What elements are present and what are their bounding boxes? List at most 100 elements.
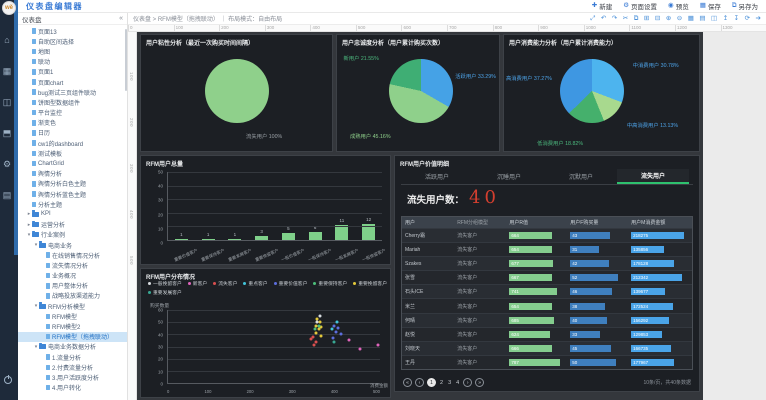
- prev-page-button[interactable]: ‹: [415, 378, 424, 387]
- legend-item[interactable]: 新客户: [187, 280, 207, 287]
- bar[interactable]: 5: [281, 226, 295, 240]
- page-settings-button[interactable]: ⚙ 页面设置: [623, 1, 657, 11]
- sidebar-item[interactable]: 页面1: [18, 67, 127, 77]
- expand-arrow-icon[interactable]: ▸: [27, 221, 31, 228]
- expand-arrow-icon[interactable]: ▾: [34, 343, 38, 350]
- legend-item[interactable]: 重点客户: [243, 280, 268, 287]
- table-row[interactable]: 米兰 流失客户 654 38 172524: [402, 298, 692, 313]
- table-row[interactable]: 石头ICE 流失客户 741 46 139677: [402, 284, 692, 299]
- sidebar-item[interactable]: ▾ 电商业务: [18, 240, 127, 250]
- cut-icon[interactable]: ✂: [622, 15, 629, 22]
- collapse-sidebar-icon[interactable]: «: [119, 15, 123, 22]
- sidebar-item[interactable]: 平台监控: [18, 108, 127, 118]
- legend-item[interactable]: 重要保持客户: [313, 280, 347, 287]
- dashboards-icon[interactable]: ▦: [2, 66, 12, 76]
- sidebar-item[interactable]: 1.流量分析: [18, 352, 127, 362]
- table-row[interactable]: 王丹 流失客户 787 50 177967: [402, 354, 692, 369]
- bar[interactable]: 12: [362, 217, 376, 240]
- zoom-in-icon[interactable]: ⊕: [665, 15, 672, 22]
- sidebar-item[interactable]: 业务概况: [18, 271, 127, 281]
- undo-icon[interactable]: ↶: [600, 15, 607, 22]
- sidebar-item[interactable]: 4.用户转化: [18, 383, 127, 393]
- pie-panel-loyalty[interactable]: 用户忠诚度分析（用户累计购买次数） 新用户 21.55% 活跃用户 33.29% 成…: [336, 34, 500, 152]
- scatter-point[interactable]: [319, 334, 323, 338]
- scatter-point[interactable]: [331, 336, 335, 340]
- scatter-point[interactable]: [311, 335, 315, 339]
- legend-item[interactable]: 重要发展客户: [148, 289, 182, 296]
- scatter-point[interactable]: [335, 320, 339, 324]
- sidebar-item[interactable]: 用户整体分析: [18, 281, 127, 291]
- legend-item[interactable]: 重要挽留客户: [353, 280, 387, 287]
- scatter-point[interactable]: [347, 338, 351, 342]
- sidebar-item[interactable]: 在线销售情况分析: [18, 250, 127, 260]
- table-row[interactable]: Cherry霜 流失客户 664 43 218275: [402, 228, 692, 243]
- sidebar-item[interactable]: 舆情分析蓝色主题: [18, 189, 127, 199]
- scatter-point[interactable]: [358, 347, 362, 351]
- bar[interactable]: 1: [228, 232, 242, 240]
- sidebar-item[interactable]: 3.用户活跃度分析: [18, 372, 127, 382]
- table-row[interactable]: 张雪 流失客户 667 52 212342: [402, 270, 692, 285]
- legend-item[interactable]: 流失客户: [213, 280, 237, 287]
- tab-2[interactable]: 沉睡用户: [496, 175, 521, 181]
- scatter-point[interactable]: [339, 332, 343, 336]
- page-button-active[interactable]: 1: [427, 378, 436, 387]
- sidebar-item[interactable]: ChartGrid: [18, 158, 127, 168]
- sidebar-item[interactable]: ▸ 运营分析: [18, 220, 127, 230]
- sidebar-item[interactable]: 地图: [18, 46, 127, 56]
- new-button[interactable]: ✚ 新建: [592, 1, 612, 11]
- bar-chart-panel[interactable]: RFM用户总量 1113561112 重要价值客户重要保持客户重要发展客户重要挽…: [140, 155, 391, 265]
- panel-view-icon[interactable]: ◫: [711, 15, 718, 22]
- sidebar-item[interactable]: ▾ 行业案例: [18, 230, 127, 240]
- forward-icon[interactable]: ➔: [755, 15, 761, 22]
- sidebar-scrollbar[interactable]: [125, 29, 127, 91]
- move-up-icon[interactable]: ↥: [722, 15, 729, 22]
- sidebar-item[interactable]: 舆情分析白色主题: [18, 179, 127, 189]
- next-page-button[interactable]: ›: [463, 378, 473, 387]
- copy-icon[interactable]: ⧉: [633, 15, 639, 22]
- sidebar-item[interactable]: 日历: [18, 128, 127, 138]
- sidebar-item[interactable]: 分析主题: [18, 199, 127, 209]
- page-button[interactable]: 2: [440, 379, 444, 386]
- datasets-icon[interactable]: ◫: [2, 97, 12, 107]
- refresh-icon[interactable]: ⟳: [744, 15, 751, 22]
- sidebar-item[interactable]: 饼图型数据组件: [18, 97, 127, 107]
- scatter-point[interactable]: [314, 331, 318, 335]
- scatter-point[interactable]: [312, 343, 316, 347]
- bar[interactable]: 1: [174, 232, 188, 240]
- sidebar-item[interactable]: RFM模型: [18, 311, 127, 321]
- pie-panel-retention[interactable]: 用户粘性分析（最近一次购买时间间隔） 流失用户 100%: [140, 34, 333, 152]
- sidebar-item[interactable]: ▾ 电商业务数据分析: [18, 342, 127, 352]
- pie-chart[interactable]: [204, 59, 269, 123]
- legend-item[interactable]: 一般挽留客户: [148, 280, 182, 287]
- scatter-point[interactable]: [334, 330, 338, 334]
- bar[interactable]: 6: [308, 225, 322, 240]
- documents-icon[interactable]: ▤: [2, 190, 12, 200]
- table-row[interactable]: Mariah 流失客户 654 31 135856: [402, 242, 692, 257]
- screens-icon[interactable]: ⬒: [2, 128, 12, 138]
- scatter-point[interactable]: [336, 326, 340, 330]
- scatter-point[interactable]: [314, 340, 318, 344]
- redo-icon[interactable]: ↷: [611, 15, 618, 22]
- sidebar-item[interactable]: 自助区间选择: [18, 36, 127, 46]
- scatter-point[interactable]: [376, 343, 380, 347]
- scatter-point[interactable]: [332, 324, 336, 328]
- move-down-icon[interactable]: ↧: [733, 15, 740, 22]
- sidebar-item[interactable]: 战略投放渠道能力: [18, 291, 127, 301]
- sidebar-item[interactable]: 页面13: [18, 26, 127, 36]
- pie-panel-spending[interactable]: 用户消费能力分析（用户累计消费能力） 高消费用户 37.27% 中消费用户 30.…: [503, 34, 700, 152]
- sidebar-item[interactable]: 联动: [18, 57, 127, 67]
- pie-chart[interactable]: [559, 59, 624, 123]
- expand-arrow-icon[interactable]: ▾: [27, 231, 31, 238]
- tab-3[interactable]: 沉默用户: [568, 175, 593, 181]
- scatter-point[interactable]: [318, 314, 322, 318]
- scatter-chart-panel[interactable]: RFM用户分布情况 一般挽留客户 新客户 流失客户 重点客户 重要价值客户 重要保持客户重…: [140, 268, 391, 398]
- sidebar-item[interactable]: RFM模型（拖拽联动）: [18, 331, 127, 342]
- list-view-icon[interactable]: ▤: [699, 15, 706, 22]
- pie-chart[interactable]: [389, 59, 454, 123]
- sidebar-item[interactable]: 页面chart: [18, 77, 127, 87]
- expand-arrow-icon[interactable]: ▾: [34, 303, 38, 310]
- settings-icon[interactable]: ⚙: [2, 159, 12, 169]
- app-logo[interactable]: wě: [2, 1, 16, 15]
- table-row[interactable]: Szakes 流失客户 677 42 178128: [402, 256, 692, 271]
- scatter-point[interactable]: [332, 340, 336, 344]
